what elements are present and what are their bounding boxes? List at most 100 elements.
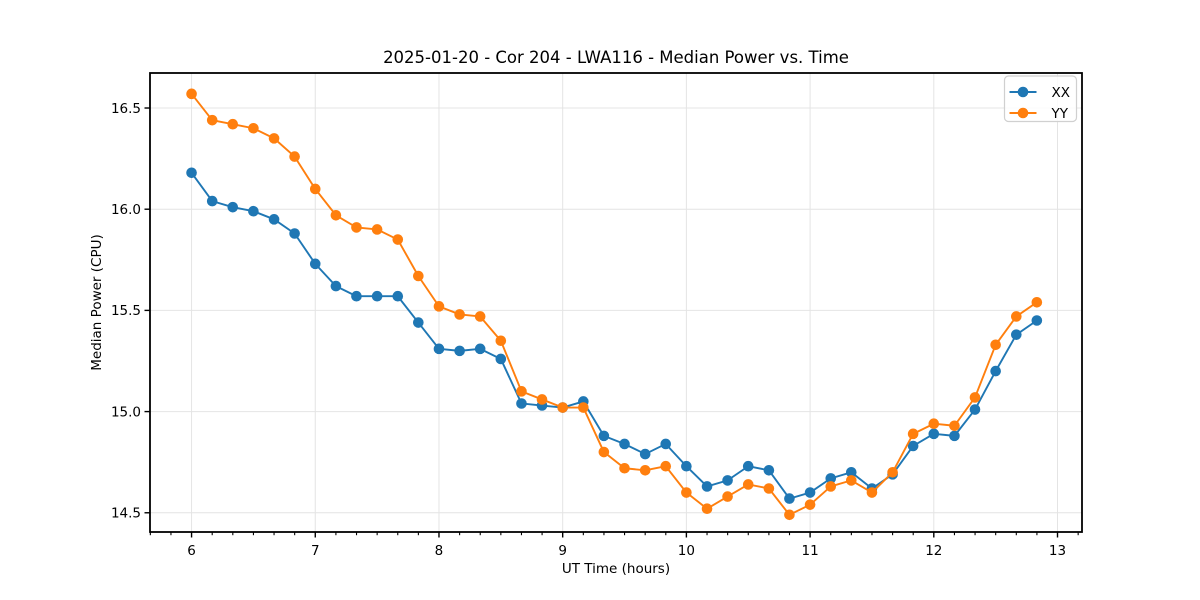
data-point-yy bbox=[578, 402, 589, 413]
data-point-xx bbox=[248, 205, 259, 217]
data-point-yy bbox=[701, 503, 713, 515]
data-point-yy bbox=[660, 460, 672, 472]
x-tick-label: 12 bbox=[925, 543, 942, 559]
x-tick-label: 13 bbox=[1049, 543, 1066, 559]
data-point-yy bbox=[495, 335, 507, 347]
data-point-yy bbox=[371, 224, 383, 235]
grid-layer bbox=[150, 73, 1082, 532]
plot-border bbox=[149, 72, 1083, 533]
data-point-xx bbox=[722, 475, 733, 486]
data-point-yy bbox=[598, 446, 610, 458]
legend-label: YY bbox=[1051, 106, 1069, 122]
data-point-yy bbox=[1031, 297, 1043, 308]
data-point-xx bbox=[392, 290, 404, 302]
data-point-yy bbox=[392, 234, 404, 245]
x-tick-label: 7 bbox=[311, 543, 320, 559]
data-point-xx bbox=[907, 440, 919, 452]
legend-marker bbox=[1017, 107, 1029, 119]
y-tick-label: 16.0 bbox=[111, 202, 141, 218]
data-point-xx bbox=[845, 467, 857, 478]
data-point-xx bbox=[949, 430, 960, 442]
data-point-xx bbox=[227, 201, 239, 213]
data-point-yy bbox=[309, 183, 321, 195]
data-point-xx bbox=[289, 228, 300, 239]
data-point-yy bbox=[639, 464, 651, 476]
data-point-yy bbox=[516, 386, 527, 397]
data-point-xx bbox=[763, 464, 775, 476]
data-point-yy bbox=[536, 394, 548, 405]
data-point-xx bbox=[351, 290, 362, 302]
data-point-xx bbox=[206, 195, 218, 207]
y-tick-label: 15.5 bbox=[111, 303, 141, 319]
legend-item-xx: XX bbox=[1009, 85, 1071, 101]
x-tick-label: 9 bbox=[558, 543, 567, 559]
axes-layer bbox=[144, 72, 1083, 538]
data-point-xx bbox=[784, 493, 795, 504]
data-point-xx bbox=[433, 343, 445, 355]
data-point-xx bbox=[454, 345, 465, 357]
data-point-yy bbox=[330, 209, 342, 221]
data-point-yy bbox=[866, 487, 878, 498]
data-point-xx bbox=[330, 280, 342, 292]
data-point-xx bbox=[804, 487, 816, 498]
legend-marker bbox=[1017, 86, 1029, 98]
data-point-yy bbox=[804, 499, 816, 510]
data-point-yy bbox=[722, 491, 733, 502]
data-point-xx bbox=[660, 438, 672, 450]
data-point-yy bbox=[413, 270, 424, 282]
legend-label: XX bbox=[1052, 85, 1071, 101]
data-point-xx bbox=[825, 473, 837, 484]
data-point-yy bbox=[433, 301, 445, 312]
y-tick-label: 16.5 bbox=[111, 101, 141, 117]
data-point-yy bbox=[474, 311, 486, 322]
data-point-yy bbox=[825, 481, 837, 492]
data-point-yy bbox=[186, 88, 197, 100]
data-point-yy bbox=[949, 420, 960, 432]
data-point-yy bbox=[619, 462, 630, 474]
data-point-xx bbox=[681, 460, 692, 472]
data-point-yy bbox=[227, 118, 239, 130]
data-point-yy bbox=[763, 483, 775, 494]
data-point-xx bbox=[1031, 315, 1043, 326]
data-point-yy bbox=[351, 222, 362, 233]
x-tick-label: 6 bbox=[187, 543, 196, 559]
data-point-yy bbox=[928, 418, 940, 430]
x-tick-label: 10 bbox=[678, 543, 695, 559]
data-point-xx bbox=[186, 167, 197, 179]
data-point-xx bbox=[619, 438, 630, 450]
data-point-yy bbox=[289, 151, 300, 162]
data-point-xx bbox=[969, 404, 981, 415]
chart-title: 2025-01-20 - Cor 204 - LWA116 - Median P… bbox=[383, 48, 849, 67]
data-point-yy bbox=[557, 402, 568, 413]
x-axis-label: UT Time (hours) bbox=[562, 561, 670, 577]
x-tick-label: 11 bbox=[802, 543, 819, 559]
data-point-yy bbox=[742, 479, 754, 490]
data-point-xx bbox=[742, 460, 754, 472]
legend-item-yy: YY bbox=[1009, 106, 1069, 122]
series-layer bbox=[186, 88, 1043, 521]
data-point-xx bbox=[268, 214, 280, 225]
data-point-xx bbox=[928, 428, 940, 440]
x-tick-label: 8 bbox=[435, 543, 444, 559]
data-point-yy bbox=[248, 122, 259, 134]
data-point-xx bbox=[413, 317, 424, 328]
data-point-yy bbox=[990, 339, 1001, 351]
series-line-yy bbox=[190, 92, 1038, 516]
y-tick-label: 14.5 bbox=[111, 506, 141, 522]
data-point-yy bbox=[907, 428, 919, 440]
data-point-xx bbox=[495, 353, 507, 365]
data-point-yy bbox=[681, 487, 692, 498]
data-point-yy bbox=[206, 114, 218, 126]
data-point-xx bbox=[1011, 329, 1022, 340]
y-tick-label: 15.0 bbox=[111, 404, 141, 420]
y-axis-label: Median Power (CPU) bbox=[89, 234, 105, 370]
data-point-xx bbox=[701, 481, 713, 492]
data-point-xx bbox=[990, 365, 1001, 377]
data-point-xx bbox=[598, 430, 610, 442]
data-point-xx bbox=[371, 290, 383, 302]
data-point-yy bbox=[268, 133, 280, 144]
data-point-xx bbox=[516, 398, 527, 409]
data-point-yy bbox=[887, 467, 898, 478]
